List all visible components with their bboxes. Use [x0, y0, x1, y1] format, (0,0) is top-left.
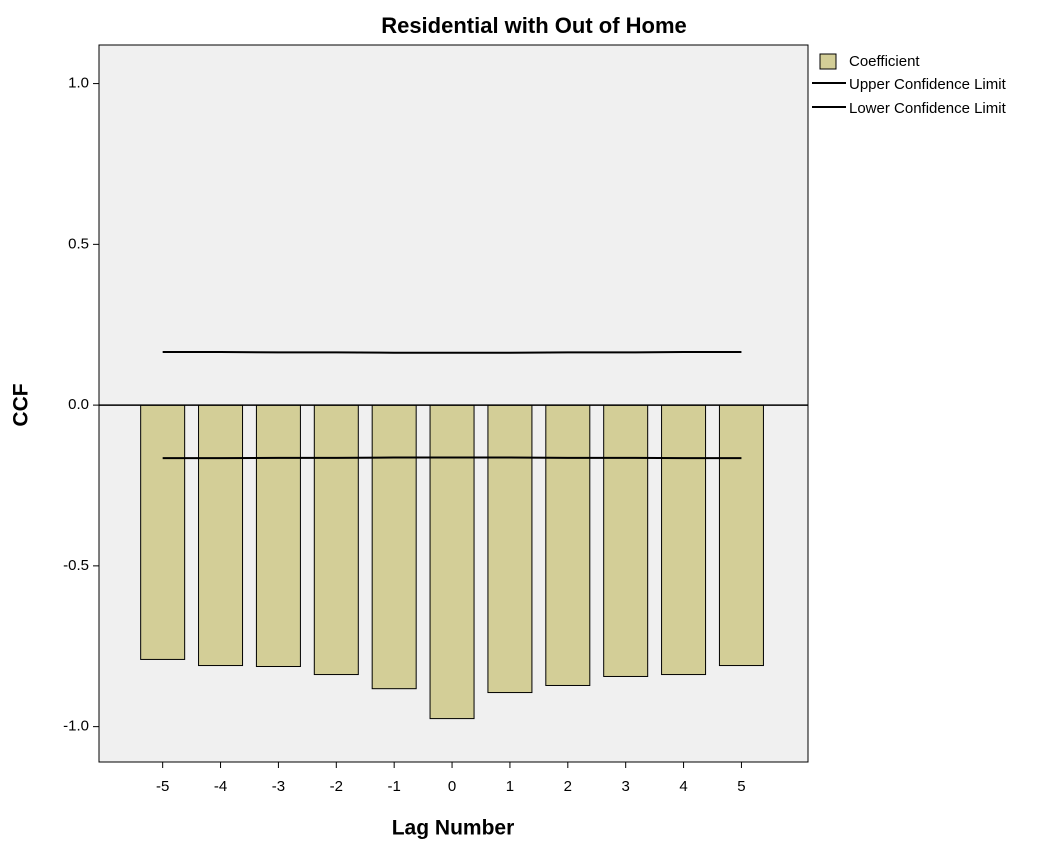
x-tick-label: 4	[679, 778, 687, 795]
confidence-line	[162, 351, 742, 354]
bar	[140, 404, 186, 660]
x-tick-label: 5	[737, 778, 745, 795]
y-tick-label: 0.5	[68, 235, 89, 252]
x-tick-label: -2	[330, 778, 343, 795]
legend-label: Upper Confidence Limit	[849, 76, 1007, 93]
y-axis-title: CCF	[10, 383, 33, 426]
legend-label: Lower Confidence Limit	[849, 100, 1007, 117]
bar	[718, 404, 764, 667]
y-tick-label: 1.0	[68, 75, 89, 92]
chart-title: Residential with Out of Home	[381, 13, 687, 38]
x-tick-label: -4	[214, 778, 227, 795]
y-tick-label: -0.5	[63, 557, 89, 574]
x-axis-title: Lag Number	[392, 817, 515, 840]
y-tick-label: -1.0	[63, 718, 89, 735]
x-tick-label: -3	[272, 778, 285, 795]
y-tick-label: 0.0	[68, 396, 89, 413]
bar	[198, 404, 244, 667]
legend-swatch	[819, 53, 837, 70]
bar	[255, 404, 301, 668]
x-tick-label: -5	[156, 778, 169, 795]
confidence-line	[162, 456, 742, 460]
legend-label: Coefficient	[849, 53, 920, 70]
x-tick-label: 2	[564, 778, 572, 795]
bar	[487, 404, 533, 694]
bar	[429, 404, 475, 720]
x-tick-label: 0	[448, 778, 456, 795]
bar	[545, 404, 591, 686]
bar	[661, 404, 707, 676]
bar	[371, 404, 417, 690]
x-tick-label: 1	[506, 778, 514, 795]
bar	[603, 404, 649, 677]
x-tick-label: 3	[622, 778, 630, 795]
x-tick-label: -1	[388, 778, 401, 795]
bar	[313, 404, 359, 676]
